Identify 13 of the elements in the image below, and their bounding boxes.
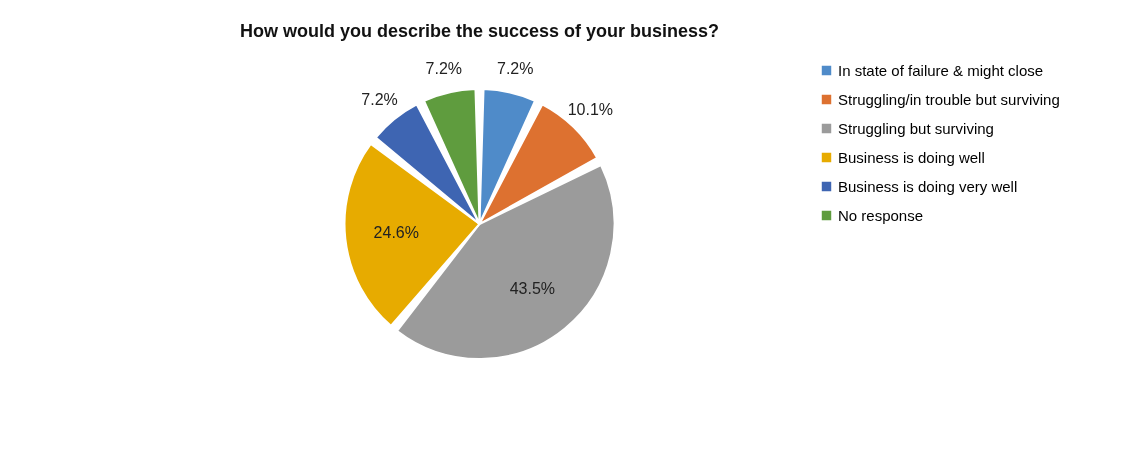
data-label: 7.2% <box>361 91 398 109</box>
legend-label: Business is doing well <box>838 148 985 166</box>
data-label: 10.1% <box>567 100 614 118</box>
data-label: 7.2% <box>425 60 463 78</box>
legend-label: In state of failure & might close <box>838 61 1044 79</box>
legend-label: Business is doing very well <box>838 177 1018 195</box>
legend-label: No response <box>838 206 924 224</box>
legend-label: Struggling/in trouble but surviving <box>838 90 1060 108</box>
chart-title: How would you describe the success of your business? <box>239 21 720 42</box>
data-label: 24.6% <box>373 224 419 242</box>
legend-label: Struggling but surviving <box>838 119 994 137</box>
data-label: 7.2% <box>496 60 534 78</box>
data-label: 43.5% <box>509 279 556 297</box>
